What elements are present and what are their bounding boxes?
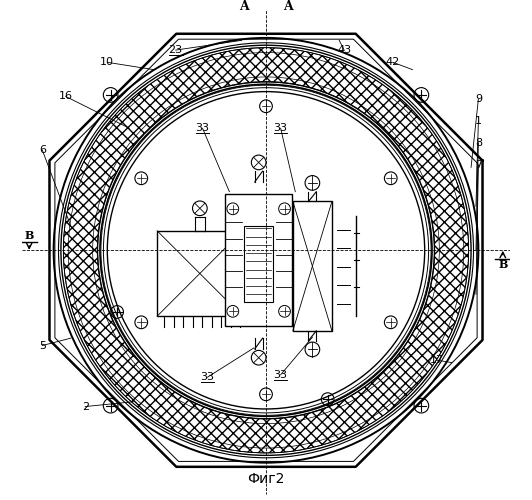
Bar [244,226,273,302]
Text: 42: 42 [386,58,400,68]
Text: 7: 7 [475,160,482,170]
Bar [157,231,243,316]
Text: 33: 33 [196,123,210,133]
Text: 1: 1 [475,116,482,126]
Text: 33: 33 [273,123,288,133]
Text: 43: 43 [337,45,351,55]
Text: 16: 16 [59,92,73,102]
Text: 5: 5 [39,340,46,350]
Text: 33: 33 [273,370,288,380]
Bar [293,202,332,331]
Text: A: A [283,0,293,12]
Text: 33: 33 [201,372,214,382]
Text: 17: 17 [430,355,444,365]
Text: 23: 23 [169,45,182,55]
Text: A: A [239,0,249,12]
Text: 9: 9 [475,94,482,104]
Text: 8: 8 [475,138,482,148]
Polygon shape [49,34,483,467]
Text: B: B [498,260,508,270]
Bar [226,194,292,326]
Text: B: B [24,230,34,241]
Text: 6: 6 [39,145,46,155]
Text: 10: 10 [101,58,114,68]
Text: 2: 2 [82,402,89,411]
Text: Фиг2: Фиг2 [247,472,285,486]
